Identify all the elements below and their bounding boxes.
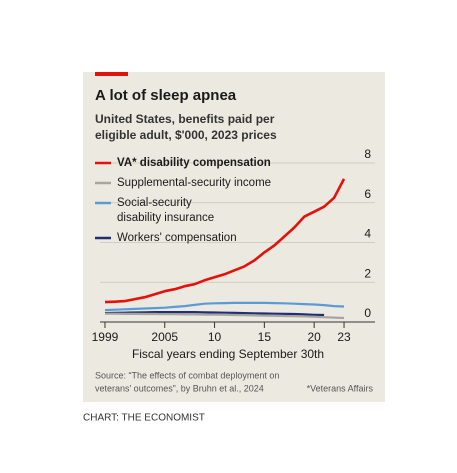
y-tick-label: 4 <box>364 227 371 241</box>
series-line <box>104 311 325 317</box>
credit: CHART: THE ECONOMIST <box>83 413 205 424</box>
x-tick-label: 23 <box>337 330 351 344</box>
y-tick-label: 8 <box>364 147 371 161</box>
series-line <box>105 312 345 320</box>
series-line <box>104 178 346 304</box>
x-tick-label: 1999 <box>92 330 119 344</box>
x-tick-label: 10 <box>208 330 222 344</box>
footnote: *Veterans Affairs <box>307 383 374 393</box>
x-tick-label: 20 <box>307 330 321 344</box>
legend-label: Workers' compensation <box>117 232 237 244</box>
legend-label: Supplemental-security income <box>117 177 271 189</box>
series-line <box>104 301 345 312</box>
chart-title: A lot of sleep apnea <box>95 87 237 104</box>
legend-line: Social-security <box>117 197 192 209</box>
chart-panel <box>83 72 385 402</box>
x-tick-label: 2005 <box>151 330 178 344</box>
y-tick-label: 2 <box>364 266 371 280</box>
subtitle: United States, benefits paid per <box>95 112 275 126</box>
source: veterans’ outcomes”, by Bruhn et al., 20… <box>95 383 264 393</box>
source: Source: “The effects of combat deploymen… <box>95 370 279 380</box>
legend-line: disability insurance <box>117 212 214 224</box>
x-tick-label: 15 <box>258 330 272 344</box>
y-tick-label: 0 <box>364 306 371 320</box>
x-axis-label: Fiscal years ending September 30th <box>132 347 324 361</box>
legend-label: Social-security disability insurance <box>117 197 214 224</box>
subtitle: eligible adult, $'000, 2023 prices <box>95 128 277 142</box>
accent-bar <box>95 72 128 76</box>
legend-label: VA* disability compensation <box>117 157 271 169</box>
y-tick-label: 6 <box>364 187 371 201</box>
